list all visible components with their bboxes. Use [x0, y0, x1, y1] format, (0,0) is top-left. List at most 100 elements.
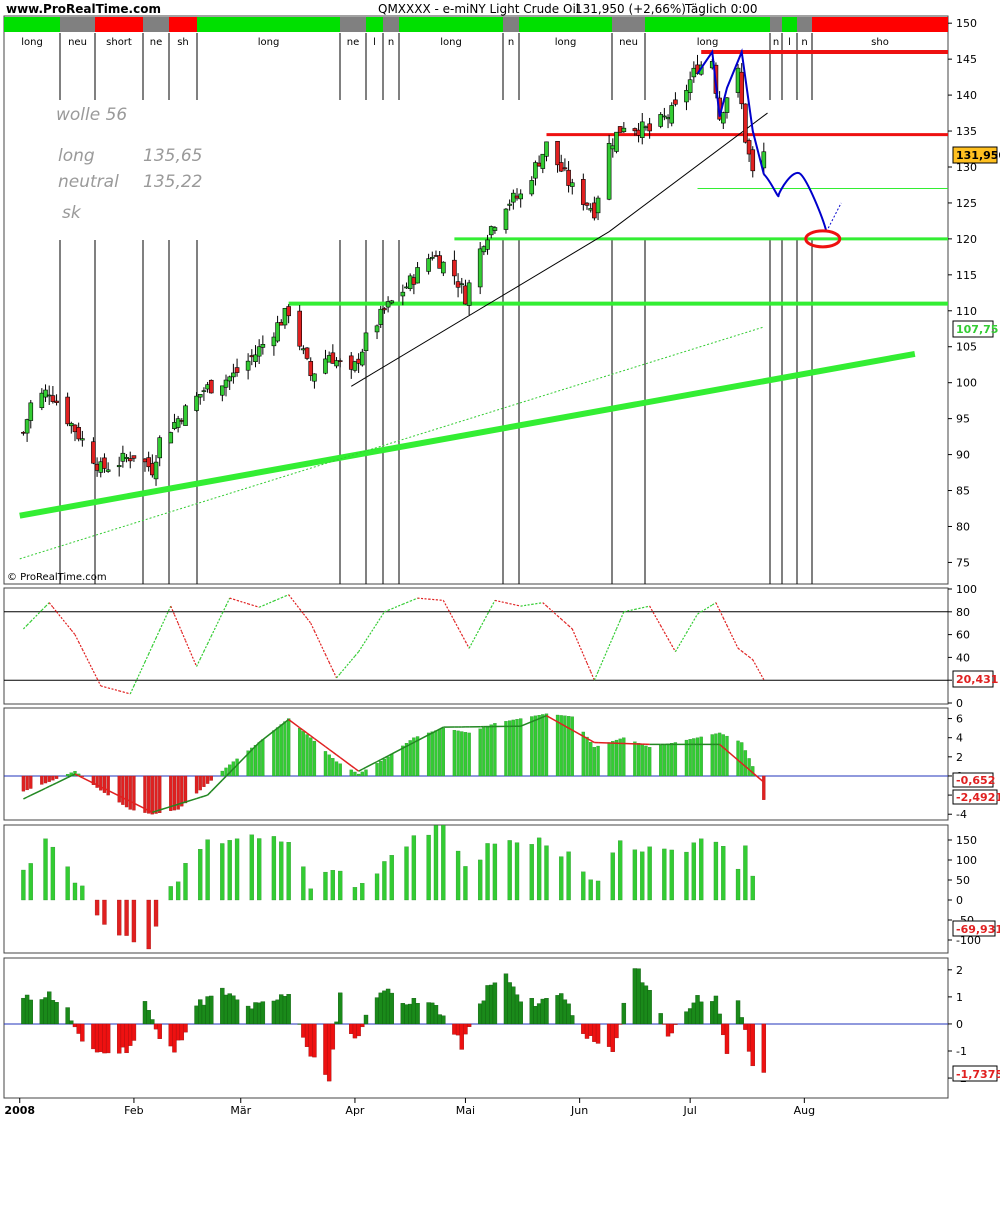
- axis-tick-label: 60: [956, 629, 970, 642]
- macd-bar: [490, 725, 493, 776]
- axis-tick-label: -1: [956, 1045, 967, 1058]
- macd-bar: [118, 776, 121, 802]
- cci-bar: [206, 840, 210, 900]
- axis-tick-label: 145: [956, 53, 977, 66]
- macd-signal-segment: [359, 769, 363, 771]
- macd-bar: [516, 719, 519, 776]
- stoch-badge-text: 20,431: [956, 673, 998, 686]
- candle-body: [640, 122, 644, 138]
- candle-body: [430, 257, 434, 258]
- macd-bar: [416, 737, 419, 776]
- axis-tick-label: 40: [956, 651, 970, 664]
- oscillator-bar: [434, 1005, 438, 1024]
- signal-segment: [197, 17, 340, 32]
- oscillator-bar: [261, 1002, 265, 1024]
- stochastic-segment: [517, 605, 521, 606]
- stochastic-segment: [311, 623, 315, 631]
- wave-note: wolle 56: [56, 105, 127, 125]
- axis-tick-label: 150: [956, 834, 977, 847]
- stochastic-segment: [686, 627, 690, 633]
- oscillator-bar: [430, 1003, 434, 1024]
- stochastic-segment: [211, 613, 222, 636]
- oscillator-bar: [662, 1024, 666, 1025]
- candle-body: [183, 406, 187, 426]
- macd-bar: [571, 717, 574, 776]
- stochastic-segment: [749, 657, 753, 660]
- macd-bar: [361, 772, 364, 776]
- cci-bar: [441, 825, 445, 900]
- stochastic-segment: [119, 691, 123, 692]
- stochastic-segment: [613, 629, 617, 638]
- macd-badge: -2,4921: [953, 790, 1000, 804]
- cci-bar: [73, 883, 77, 900]
- stochastic-segment: [233, 599, 237, 600]
- oscillator-bar: [25, 995, 29, 1024]
- macd-bar: [287, 719, 290, 776]
- macd-bar: [44, 776, 47, 783]
- macd-bar: [696, 738, 699, 776]
- macd-bar: [427, 733, 430, 776]
- oscillator-bar: [91, 1024, 95, 1049]
- cci-bar: [183, 863, 187, 900]
- cci-bar: [21, 870, 25, 900]
- stochastic-segment: [289, 595, 300, 609]
- candle-body: [91, 442, 95, 463]
- oscillator-bar: [592, 1024, 596, 1042]
- candle-body: [544, 142, 548, 156]
- oscillator-bar: [69, 1021, 73, 1024]
- stochastic-segment: [337, 674, 341, 678]
- macd-bar: [324, 751, 327, 776]
- macd-bar: [401, 746, 404, 776]
- candle: [567, 161, 571, 192]
- candle: [128, 452, 132, 469]
- last-price-badge: 131,950: [953, 147, 1000, 163]
- candle: [25, 419, 29, 442]
- cci-bar: [132, 900, 136, 942]
- stochastic-segment: [664, 632, 668, 639]
- macd-bar: [379, 761, 382, 776]
- cci-bar: [493, 844, 497, 900]
- axis-tick-label: 115: [956, 269, 977, 282]
- oscillator-bar: [408, 1004, 412, 1024]
- oscillator-bar: [541, 999, 545, 1024]
- stochastic-segment: [694, 614, 698, 620]
- oscillator-bar: [279, 995, 283, 1024]
- candle-body: [51, 396, 55, 402]
- oscillator-bar: [489, 985, 493, 1024]
- stochastic-segment: [156, 630, 160, 638]
- oscillator-bar: [467, 1024, 471, 1027]
- oscillator-bar: [699, 1002, 703, 1024]
- oscillator-bar: [478, 1004, 482, 1024]
- candle-body: [80, 439, 84, 441]
- macd-bar: [40, 776, 43, 784]
- macd-bar: [184, 776, 187, 803]
- candle: [298, 305, 302, 350]
- oscillator-bar: [673, 1024, 677, 1025]
- stochastic-segment: [252, 605, 256, 606]
- stochastic-segment: [646, 606, 650, 607]
- candle-body: [648, 124, 652, 131]
- candle: [456, 273, 460, 297]
- macd-signal-segment: [204, 795, 208, 796]
- oscillator-bar: [401, 1003, 405, 1024]
- macd-bar: [306, 735, 309, 776]
- macd-bar: [748, 758, 751, 776]
- oscillator-bar: [128, 1024, 132, 1046]
- candle-body: [508, 204, 512, 205]
- stochastic-segment: [484, 614, 488, 621]
- cci-bar: [117, 900, 121, 935]
- signal-segment: [399, 17, 503, 32]
- cci-bar: [648, 847, 652, 900]
- macd-bar: [22, 776, 25, 791]
- candle: [176, 416, 180, 433]
- stochastic-segment: [565, 622, 569, 625]
- macd-bar: [685, 740, 688, 776]
- candle-body: [128, 459, 132, 461]
- stochastic-segment: [377, 618, 381, 624]
- oscillator-bar: [283, 996, 287, 1024]
- axis-tick-label: 4: [956, 732, 963, 745]
- candle-body: [416, 267, 420, 283]
- stochastic-segment: [616, 620, 620, 629]
- oscillator-bar: [714, 996, 718, 1024]
- candle-body: [102, 458, 106, 469]
